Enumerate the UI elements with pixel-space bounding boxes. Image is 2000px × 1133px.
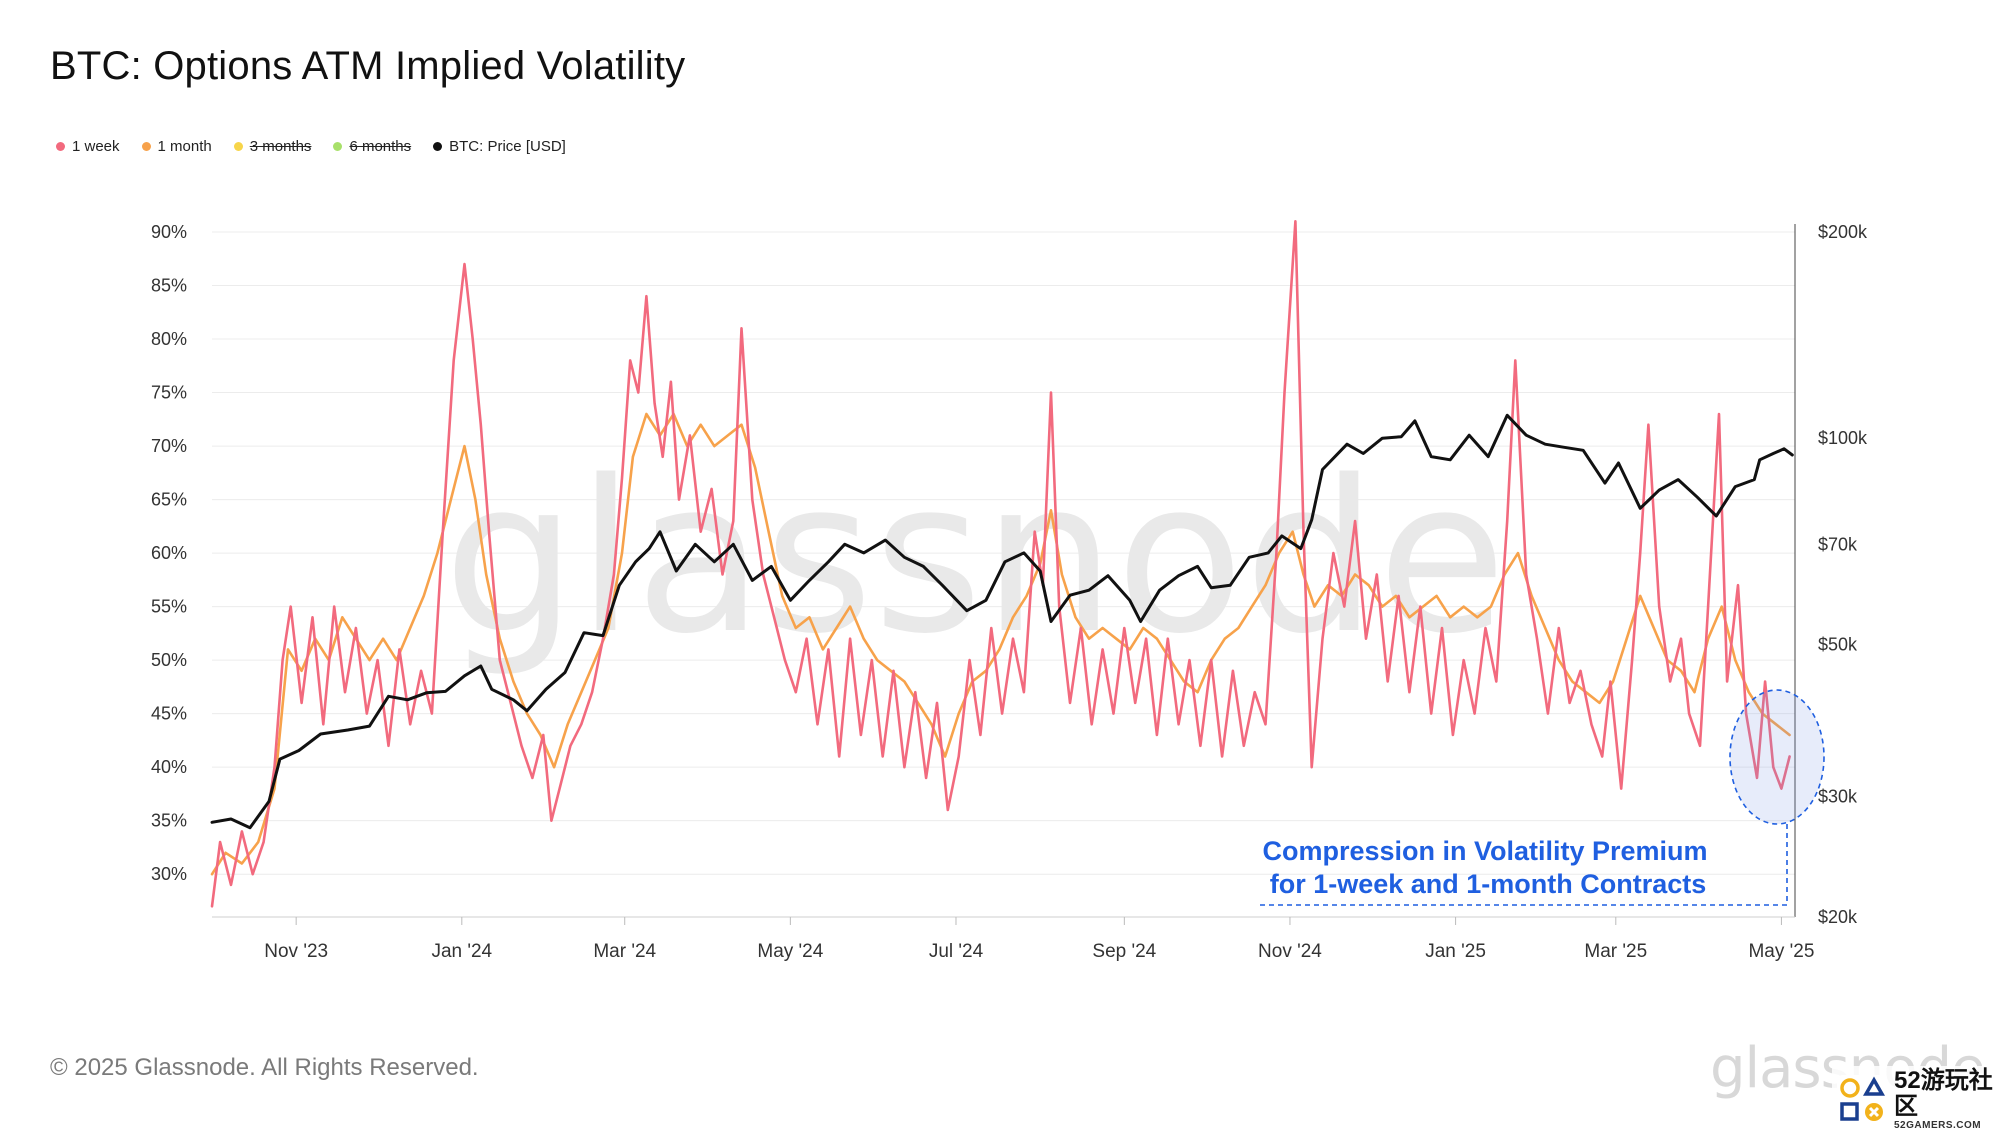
chart-title: BTC: Options ATM Implied Volatility (50, 44, 686, 88)
compression-highlight-ellipse (1729, 689, 1825, 825)
y-left-tick-label: 30% (151, 864, 187, 884)
x-tick-label: May '24 (757, 941, 823, 962)
x-axis: Nov '23 Jan '24 Mar '24 May '24 Jul '24 Sep '… (212, 916, 1814, 962)
x-tick-label: May '25 (1748, 941, 1814, 962)
legend-label-1-week: 1 week (72, 138, 120, 155)
annotation-layer: Compression in Volatility Premium for 1-… (1260, 689, 1825, 906)
y-left-tick-label: 85% (151, 276, 187, 296)
y-right-tick-label: $50k (1818, 634, 1858, 654)
legend-label-6-months: 6 months (349, 138, 412, 155)
series-line-1-month (210, 412, 1791, 876)
y-left-tick-label: 60% (151, 543, 187, 563)
copyright-footer: © 2025 Glassnode. All Rights Reserved. (50, 1054, 479, 1081)
legend-dot-1-month (141, 142, 151, 151)
legend-label-1-month: 1 month (157, 138, 212, 155)
x-tick-label: Nov '24 (1258, 941, 1322, 962)
y-right-tick-label: $20k (1818, 907, 1858, 927)
y-left-tick-label: 55% (151, 597, 187, 617)
legend-item-3-months[interactable]: 3 months (233, 138, 312, 155)
y-left-tick-label: 40% (151, 757, 187, 777)
legend-dot-1-week (56, 142, 65, 151)
series-layer (210, 220, 1794, 908)
x-tick-label: Mar '25 (1584, 941, 1647, 962)
legend-item-btc-price[interactable]: BTC: Price [USD] (433, 138, 566, 155)
y-right-tick-label: $30k (1818, 786, 1858, 806)
y-left-tick-label: 35% (151, 811, 187, 831)
x-tick-label: Nov '23 (264, 941, 328, 962)
legend-dot-6-months (333, 142, 343, 151)
y-left-tick-label: 80% (151, 329, 187, 349)
legend-item-1-month[interactable]: 1 month (141, 138, 212, 155)
series-line-1-week (210, 220, 1791, 908)
series-line-btc-price-usd (210, 413, 1794, 830)
y-axis-right: $20k $30k $50k $70k $100k $200k (1794, 222, 1868, 927)
x-tick-label: Jul '24 (929, 941, 984, 962)
y-right-tick-label: $200k (1818, 222, 1868, 242)
y-left-tick-label: 75% (151, 383, 187, 403)
legend: 1 week 1 month 3 months 6 months BTC: Pr… (56, 138, 566, 155)
y-left-tick-label: 50% (151, 650, 187, 670)
legend-label-3-months: 3 months (249, 138, 312, 155)
legend-dot-btc-price (433, 142, 443, 151)
gamepad-logo-icon (1836, 1074, 1888, 1126)
site-badge[interactable]: 52游玩社区 52GAMERS.COM (1832, 1066, 2000, 1133)
badge-text: 52游玩社区 52GAMERS.COM (1894, 1067, 1996, 1132)
annotation-line-1: Compression in Volatility Premium (1262, 836, 1707, 866)
y-left-tick-label: 90% (151, 222, 187, 242)
annotation-connector (1260, 824, 1788, 906)
badge-subtitle: 52GAMERS.COM (1894, 1120, 1982, 1131)
x-tick-label: Jan '24 (431, 941, 492, 962)
legend-item-6-months[interactable]: 6 months (333, 138, 411, 155)
y-left-tick-label: 70% (151, 436, 187, 456)
y-left-tick-label: 45% (151, 704, 187, 724)
legend-dot-3-months (233, 142, 243, 151)
y-left-tick-label: 65% (151, 490, 187, 510)
y-axis-left: 30% 35% 40% 45% 50% 55% 60% 65% 70% 75% 80% 85% 90% (151, 222, 187, 884)
x-tick-label: Jan '25 (1425, 941, 1486, 962)
x-tick-label: Mar '24 (593, 941, 656, 962)
badge-title: 52游玩社区 (1894, 1067, 1993, 1120)
y-right-tick-label: $100k (1818, 428, 1868, 448)
legend-item-1-week[interactable]: 1 week (56, 138, 120, 155)
legend-label-btc-price: BTC: Price [USD] (449, 138, 566, 155)
annotation-line-2: for 1-week and 1-month Contracts (1270, 869, 1707, 899)
y-right-tick-label: $70k (1818, 534, 1858, 554)
x-tick-label: Sep '24 (1092, 941, 1156, 962)
